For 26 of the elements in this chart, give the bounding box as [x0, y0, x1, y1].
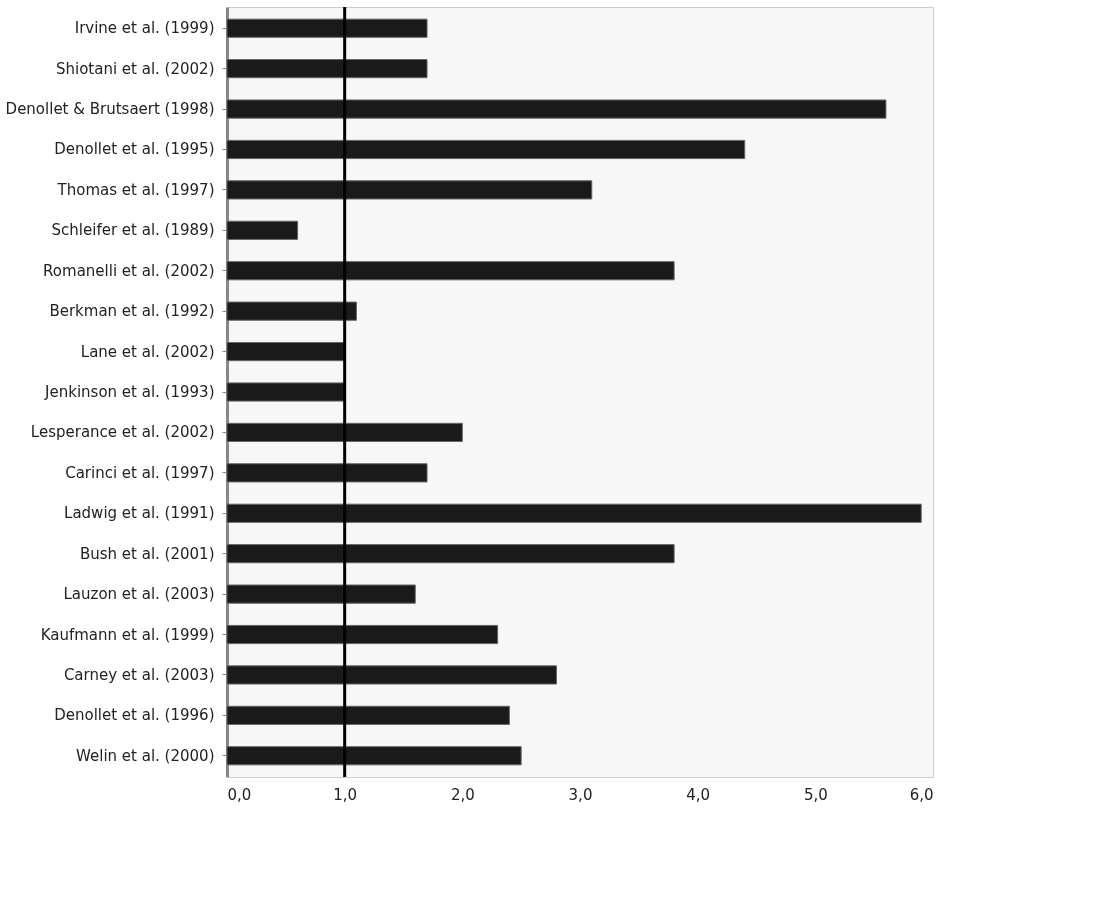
x-tick-label: 4,0 — [686, 785, 711, 804]
y-tick-label: Denollet et al. (1995) — [54, 140, 215, 159]
y-tick-label: Schleifer et al. (1989) — [51, 221, 215, 240]
y-tick-label: Bush et al. (2001) — [79, 544, 215, 563]
y-tick-label: Carinci et al. (1997) — [65, 463, 215, 482]
y-tick-label: Romanelli et al. (2002) — [43, 261, 215, 280]
y-tick-label: Thomas et al. (1997) — [56, 180, 215, 199]
y-tick-label: Ladwig et al. (1991) — [64, 504, 215, 523]
y-tick-label: Lane et al. (2002) — [80, 342, 215, 361]
y-tick-label: Kaufmann et al. (1999) — [40, 625, 215, 644]
y-tick-label: Denollet & Brutsaert (1998) — [5, 100, 215, 119]
x-tick-label: 0,0 — [227, 785, 252, 804]
y-tick-label: Irvine et al. (1999) — [74, 19, 215, 38]
y-tick-label: Shiotani et al. (2002) — [55, 59, 215, 78]
y-tick-label: Lauzon et al. (2003) — [63, 585, 215, 604]
y-tick-label: Jenkinson et al. (1993) — [44, 383, 215, 401]
y-tick-label: Berkman et al. (1992) — [49, 302, 215, 321]
y-tick-label: Carney et al. (2003) — [63, 665, 215, 684]
x-tick-label: 2,0 — [450, 785, 475, 804]
y-tick-label: Lesperance et al. (2002) — [30, 423, 215, 442]
x-tick-label: 3,0 — [568, 785, 593, 804]
y-tick-label: Denollet et al. (1996) — [54, 706, 215, 725]
x-tick-label: 5,0 — [803, 785, 828, 804]
x-tick-label: 6,0 — [909, 785, 934, 804]
y-tick-label: Welin et al. (2000) — [76, 746, 215, 765]
x-tick-label: 1,0 — [333, 785, 358, 804]
